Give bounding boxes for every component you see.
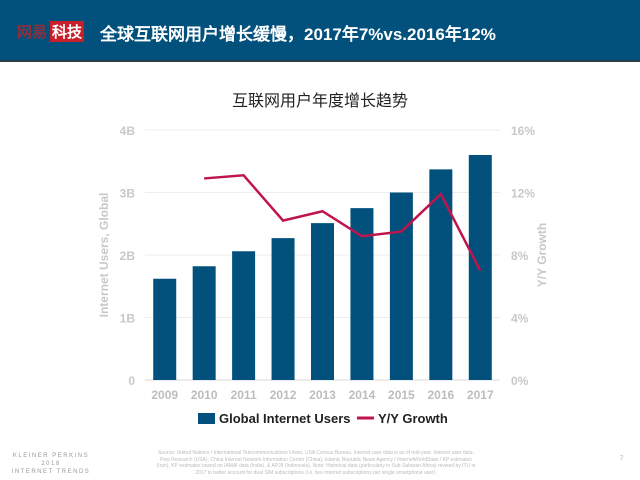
bar-2014 <box>350 208 374 380</box>
x-tick-label: 2017 <box>467 388 494 402</box>
y-axis-label: Internet Users, Global <box>97 193 111 318</box>
y2-tick-label: 12% <box>511 187 535 201</box>
legend-label-growth: Y/Y Growth <box>378 411 448 426</box>
logo-text: 网易 <box>17 24 48 41</box>
brand-line: KLEINER PERKINS <box>12 453 90 459</box>
combo-chart: 0 1B 2B 3B 4B 0% 4% 8% 12% 16% Internet Users, Glo… <box>97 124 549 426</box>
chart-title: 互联网用户年度增长趋势 <box>231 93 408 110</box>
x-tick-label: 2016 <box>427 388 454 402</box>
source-note: Source: United Nations / International T… <box>156 450 476 476</box>
x-tick-label: 2014 <box>349 388 376 402</box>
y2-tick-label: 0% <box>511 374 529 388</box>
y-tick-label: 3B <box>120 187 136 201</box>
bar-2013 <box>311 223 334 380</box>
y-tick-label: 4B <box>120 124 136 138</box>
y-tick-label: 2B <box>120 249 136 263</box>
bar-2011 <box>232 251 256 380</box>
slide-title: 全球互联网用户增长缓慢，2017年7%vs.2016年12% <box>100 25 496 44</box>
bar-2015 <box>389 192 413 380</box>
x-tick-label: 2010 <box>191 388 218 402</box>
legend-label-users: Global Internet Users <box>219 411 350 426</box>
netease-tech-logo: 网易 科技 <box>17 21 85 42</box>
bar-2010 <box>192 266 216 380</box>
bar-2017 <box>468 155 492 380</box>
header-bar: 网易 科技 全球互联网用户增长缓慢，2017年7%vs.2016年12% <box>0 0 640 62</box>
brand-line: INTERNET TRENDS <box>11 469 91 475</box>
y2-tick-label: 8% <box>511 249 529 263</box>
y2-tick-label: 4% <box>511 312 529 326</box>
x-tick-label: 2015 <box>388 388 415 402</box>
y-tick-label: 1B <box>120 312 136 326</box>
x-tick-label: 2011 <box>231 388 257 402</box>
kp-brand: KLEINER PERKINS 2018 INTERNET TRENDS <box>6 452 96 476</box>
y-tick-label: 0 <box>128 374 135 388</box>
bar-2016 <box>429 169 453 380</box>
brand-line: 2018 <box>41 461 61 467</box>
legend-swatch-users <box>198 413 215 424</box>
x-tick-label: 2009 <box>151 388 178 402</box>
y2-axis-label: Y/Y Growth <box>535 223 549 287</box>
growth-line <box>204 174 482 272</box>
bar-2009 <box>153 278 177 380</box>
x-tick-label: 2012 <box>270 388 297 402</box>
logo-badge: 科技 <box>50 21 85 42</box>
page-number: 7 <box>620 456 624 462</box>
bar-2012 <box>271 238 295 380</box>
y2-tick-label: 16% <box>511 124 535 138</box>
x-tick-label: 2013 <box>309 388 336 402</box>
